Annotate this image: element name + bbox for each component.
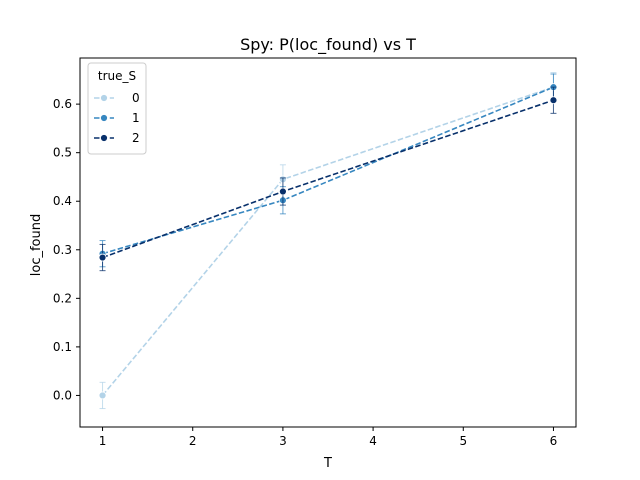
- legend: true_S 0 1 2: [87, 62, 147, 155]
- y-tick-label: 0.0: [53, 388, 72, 402]
- axes-frame: [79, 57, 577, 428]
- y-tick-label: 0.5: [53, 146, 72, 160]
- chart-title: Spy: P(loc_found) vs T: [240, 35, 416, 55]
- y-tick-label: 0.4: [53, 194, 72, 208]
- data-point: [279, 187, 287, 196]
- legend-title: true_S: [98, 69, 136, 83]
- data-point: [549, 96, 558, 105]
- y-axis-label: loc_found: [29, 214, 44, 276]
- x-tick-label: 3: [279, 434, 287, 448]
- y-tick-label: 0.2: [53, 291, 72, 305]
- data-point: [98, 253, 107, 262]
- data-point: [98, 391, 107, 400]
- y-tick-label: 0.1: [53, 340, 72, 354]
- x-tick-label: 1: [99, 434, 107, 448]
- legend-label: 2: [132, 131, 140, 145]
- x-tick-label: 6: [550, 434, 558, 448]
- x-tick-label: 2: [189, 434, 197, 448]
- x-tick-label: 5: [459, 434, 467, 448]
- legend-marker: [100, 134, 108, 142]
- plot-area: 1 2 3 4 5 6 0.0 0.1 0.2 0.3 0.4 0.5 0.6: [53, 57, 577, 448]
- y-tick-label: 0.6: [53, 97, 72, 111]
- legend-frame: [87, 62, 147, 155]
- legend-marker: [100, 114, 108, 122]
- legend-entry-2: 2: [94, 131, 140, 145]
- legend-marker: [100, 94, 108, 102]
- y-tick-label: 0.3: [53, 243, 72, 257]
- series-line: [102, 86, 554, 255]
- legend-label: 1: [132, 111, 140, 125]
- legend-label: 0: [132, 91, 140, 105]
- legend-entry-1: 1: [94, 111, 140, 125]
- x-axis-label: T: [323, 456, 332, 471]
- series-2: [98, 86, 558, 272]
- x-tick-label: 4: [369, 434, 377, 448]
- legend-entry-0: 0: [94, 91, 140, 105]
